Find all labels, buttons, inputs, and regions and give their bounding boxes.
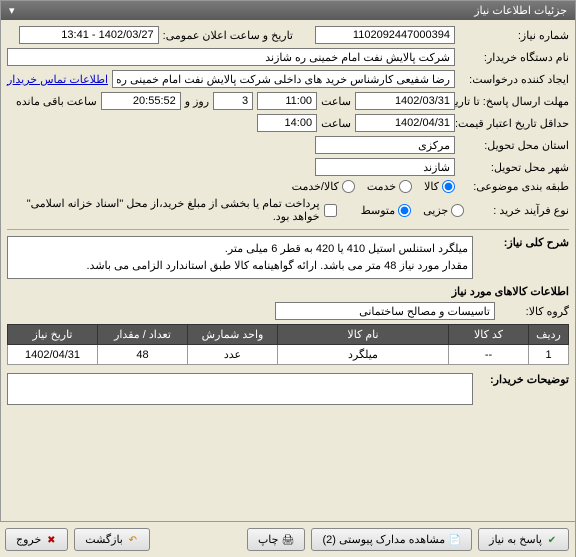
cat-goods-label: کالا: [424, 180, 439, 193]
th-code: کد کالا: [449, 325, 529, 345]
category-radio-group: کالا خدمت کالا/خدمت: [292, 180, 455, 193]
cell-unit: عدد: [188, 345, 278, 365]
attachments-label: مشاهده مدارک پیوستی (2): [322, 533, 445, 546]
province-label: استان محل تحویل:: [459, 139, 569, 152]
validity-label: حداقل تاریخ اعتبار قیمت: تا تاریخ:: [459, 117, 569, 130]
deadline-time-label: ساعت: [321, 95, 351, 108]
group-field: [275, 302, 495, 320]
titlebar-icon: ▾: [9, 4, 15, 17]
exit-label: خروج: [16, 533, 41, 546]
need-number-label: شماره نیاز:: [459, 29, 569, 42]
content-area: شماره نیاز: تاریخ و ساعت اعلان عمومی: نا…: [1, 20, 575, 415]
th-name: نام کالا: [278, 325, 449, 345]
th-row: ردیف: [529, 325, 569, 345]
proc-medium-option[interactable]: متوسط: [361, 204, 412, 217]
validity-time-label: ساعت: [321, 117, 351, 130]
group-label: گروه کالا:: [499, 305, 569, 318]
items-section-title: اطلاعات کالاهای مورد نیاز: [7, 285, 569, 298]
requester-field: [112, 70, 455, 88]
cat-goods-service-label: کالا/خدمت: [292, 180, 339, 193]
respond-button[interactable]: پاسخ به نیاز: [478, 528, 569, 551]
need-number-field: [315, 26, 455, 44]
process-label: نوع فرآیند خرید :: [468, 204, 569, 217]
proc-medium-label: متوسط: [361, 204, 396, 217]
validity-time-field: [257, 114, 317, 132]
cell-idx: 1: [529, 345, 569, 365]
deadline-date-field: [355, 92, 455, 110]
details-window: جزئیات اطلاعات نیاز ▾ شماره نیاز: تاریخ …: [0, 0, 576, 557]
cell-name: میلگرد: [278, 345, 449, 365]
th-date: تاریخ نیاز: [8, 325, 98, 345]
province-field: [315, 136, 455, 154]
document-icon: [449, 534, 461, 546]
validity-date-field: [355, 114, 455, 132]
announce-label: تاریخ و ساعت اعلان عمومی:: [163, 29, 293, 42]
cat-goods-option[interactable]: کالا: [424, 180, 455, 193]
print-label: چاپ: [258, 533, 279, 546]
attachments-button[interactable]: مشاهده مدارک پیوستی (2): [311, 528, 472, 551]
announce-field: [19, 26, 159, 44]
remain-days-field: [213, 92, 253, 110]
buyer-label: نام دستگاه خریدار:: [459, 51, 569, 64]
category-label: طبقه بندی موضوعی:: [459, 180, 569, 193]
window-title: جزئیات اطلاعات نیاز: [474, 4, 567, 17]
cat-service-label: خدمت: [367, 180, 396, 193]
remain-days-label: روز و: [185, 95, 209, 108]
city-label: شهر محل تحویل:: [459, 161, 569, 174]
buyer-field: [7, 48, 455, 66]
pay-note-checkbox-item[interactable]: پرداخت تمام یا بخشی از مبلغ خرید،از محل …: [7, 197, 337, 223]
desc-line1: میلگرد استنلس استیل 410 یا 420 به قطر 6 …: [12, 241, 468, 258]
requester-label: ایجاد کننده درخواست:: [459, 73, 569, 86]
proc-partial-option[interactable]: جزیی: [423, 204, 464, 217]
proc-medium-radio[interactable]: [398, 204, 411, 217]
proc-partial-radio[interactable]: [451, 204, 464, 217]
spacer: [156, 528, 241, 551]
table-header-row: ردیف کد کالا نام کالا واحد شمارش تعداد /…: [8, 325, 569, 345]
cat-goods-service-radio[interactable]: [342, 180, 355, 193]
cat-service-radio[interactable]: [399, 180, 412, 193]
remain-suffix: ساعت باقی مانده: [16, 95, 97, 108]
back-icon: [127, 534, 139, 546]
notes-box: [7, 373, 473, 405]
cell-code: --: [449, 345, 529, 365]
divider-1: [7, 229, 569, 230]
button-bar: پاسخ به نیاز مشاهده مدارک پیوستی (2) چاپ…: [0, 521, 575, 557]
print-button[interactable]: چاپ: [247, 528, 306, 551]
pay-note-label: پرداخت تمام یا بخشی از مبلغ خرید،از محل …: [7, 197, 320, 223]
th-unit: واحد شمارش: [188, 325, 278, 345]
desc-box: میلگرد استنلس استیل 410 یا 420 به قطر 6 …: [7, 236, 473, 279]
respond-label: پاسخ به نیاز: [489, 533, 542, 546]
deadline-label: مهلت ارسال پاسخ: تا تاریخ:: [459, 95, 569, 108]
back-button[interactable]: بازگشت: [74, 528, 150, 551]
back-label: بازگشت: [85, 533, 123, 546]
th-qty: تعداد / مقدار: [98, 325, 188, 345]
titlebar: جزئیات اطلاعات نیاز ▾: [1, 1, 575, 20]
pay-note-checkbox[interactable]: [324, 204, 337, 217]
desc-line2: مقدار مورد نیاز 48 متر می باشد. ارائه گو…: [12, 258, 468, 275]
notes-label: توضیحات خریدار:: [479, 373, 569, 386]
cat-service-option[interactable]: خدمت: [367, 180, 412, 193]
cat-goods-radio[interactable]: [442, 180, 455, 193]
deadline-time-field: [257, 92, 317, 110]
desc-title-label: شرح کلی نیاز:: [479, 236, 569, 249]
contact-link[interactable]: اطلاعات تماس خریدار: [7, 73, 108, 86]
city-field: [315, 158, 455, 176]
table-row[interactable]: 1--میلگردعدد481402/04/31: [8, 345, 569, 365]
exit-button[interactable]: خروج: [5, 528, 68, 551]
cell-date: 1402/04/31: [8, 345, 98, 365]
close-icon: [45, 534, 57, 546]
items-table: ردیف کد کالا نام کالا واحد شمارش تعداد /…: [7, 324, 569, 365]
cell-qty: 48: [98, 345, 188, 365]
remain-time-field: [101, 92, 181, 110]
cat-goods-service-option[interactable]: کالا/خدمت: [292, 180, 355, 193]
check-icon: [546, 534, 558, 546]
proc-partial-label: جزیی: [423, 204, 448, 217]
printer-icon: [282, 534, 294, 546]
process-radio-group: جزیی متوسط: [361, 204, 465, 217]
